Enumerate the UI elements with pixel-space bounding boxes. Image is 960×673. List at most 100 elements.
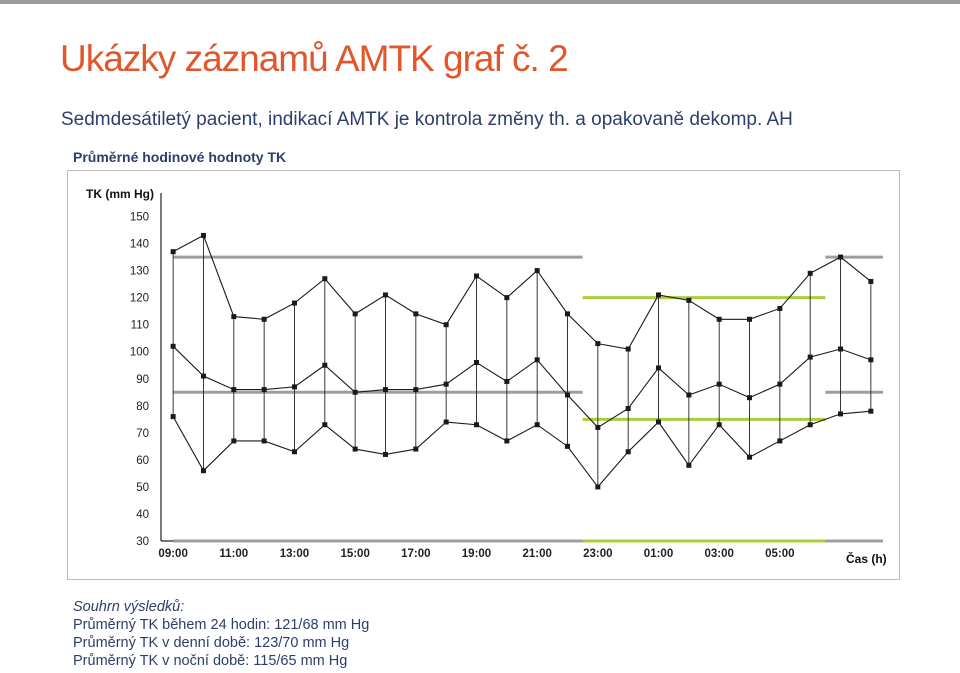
axes (160, 193, 883, 542)
reference-lines (173, 255, 883, 543)
data-point-mean (291, 384, 297, 390)
data-point-diastolic (231, 438, 237, 444)
x-axis-label: Čas (h) (846, 551, 887, 566)
bp-chart: TK (mm Hg) Čas (h) 150 140 130 120 110 100 90 8… (86, 187, 887, 566)
data-point-diastolic (838, 411, 844, 417)
data-point-diastolic (261, 438, 267, 444)
data-point-mean (322, 362, 328, 368)
data-point-diastolic (656, 419, 662, 425)
x-tick-label: 17:00 (401, 548, 430, 560)
y-tick-label: 70 (136, 428, 149, 440)
series-lines (172, 234, 872, 488)
data-point-systolic (747, 316, 753, 322)
data-point-systolic (807, 270, 813, 276)
data-point-diastolic (625, 449, 631, 455)
data-point-mean (170, 343, 176, 349)
y-tick-label: 90 (136, 374, 149, 386)
data-point-mean (868, 357, 874, 363)
summary-line-night: Průměrný TK v noční době: 115/65 mm Hg (73, 653, 348, 669)
series-line-systolic (172, 234, 872, 350)
data-point-systolic (565, 311, 571, 317)
chart-frame: TK (mm Hg) Čas (h) 150 140 130 120 110 100 90 8… (67, 170, 900, 580)
drop-lines (172, 235, 872, 487)
series-points (170, 232, 874, 490)
data-point-systolic (352, 311, 358, 317)
chart-label: Průměrné hodinové hodnoty TK (73, 149, 287, 165)
data-point-systolic (625, 346, 631, 352)
data-point-mean (413, 387, 419, 393)
data-point-mean (747, 395, 753, 401)
summary-line-day: Průměrný TK v denní době: 123/70 mm Hg (73, 635, 350, 651)
data-point-mean (656, 365, 662, 371)
series-line-mean (172, 345, 872, 429)
data-point-diastolic (382, 451, 388, 457)
y-tick-label: 140 (130, 239, 149, 251)
x-tick-label: 21:00 (522, 548, 551, 560)
data-point-mean (382, 387, 388, 393)
data-point-mean (504, 378, 510, 384)
data-point-diastolic (200, 468, 206, 474)
data-point-systolic (322, 276, 328, 282)
data-point-systolic (291, 300, 297, 306)
data-point-diastolic (595, 484, 601, 490)
y-tick-label: 130 (130, 266, 149, 278)
data-point-diastolic (534, 422, 540, 428)
data-point-systolic (595, 341, 601, 347)
data-point-diastolic (443, 419, 449, 425)
data-point-systolic (534, 268, 540, 274)
y-tick-labels: 150 140 130 120 110 100 90 80 70 60 50 40 30 (130, 212, 149, 548)
data-point-diastolic (686, 462, 692, 468)
data-point-diastolic (473, 422, 479, 428)
x-tick-label: 09:00 (158, 548, 187, 560)
x-tick-labels: 09:00 11:00 13:00 15:00 17:00 19:00 21:00 23:00… (158, 548, 794, 560)
data-point-diastolic (716, 422, 722, 428)
data-point-diastolic (565, 443, 571, 449)
data-point-diastolic (413, 446, 419, 452)
data-point-mean (473, 360, 479, 366)
y-tick-label: 110 (131, 320, 149, 332)
summary-heading: Souhrn výsledků: (73, 599, 185, 615)
data-point-mean (807, 354, 813, 360)
data-point-mean (838, 346, 844, 352)
y-tick-label: 30 (136, 536, 149, 548)
data-point-mean (443, 381, 449, 387)
series-line-diastolic (172, 410, 871, 488)
data-point-diastolic (777, 438, 783, 444)
x-tick-label: 01:00 (644, 548, 673, 560)
data-point-systolic (382, 292, 388, 298)
x-tick-label: 23:00 (583, 548, 612, 560)
y-tick-label: 80 (136, 401, 149, 413)
data-point-diastolic (170, 414, 176, 420)
data-point-systolic (504, 295, 510, 301)
data-point-diastolic (807, 422, 813, 428)
data-point-mean (231, 387, 237, 393)
data-point-mean (200, 373, 206, 379)
data-point-systolic (838, 254, 844, 260)
data-point-mean (534, 357, 540, 363)
x-tick-label: 05:00 (765, 548, 794, 560)
y-tick-label: 120 (130, 293, 149, 305)
slide-title: Ukázky záznamů AMTK graf č. 2 (60, 38, 569, 79)
data-point-systolic (686, 297, 692, 303)
data-point-systolic (777, 305, 783, 311)
y-tick-label: 40 (136, 509, 149, 521)
x-tick-label: 13:00 (280, 548, 309, 560)
results-summary: Souhrn výsledků: Průměrný TK během 24 ho… (73, 598, 369, 670)
data-point-diastolic (352, 446, 358, 452)
data-point-diastolic (747, 454, 753, 460)
data-point-mean (716, 381, 722, 387)
data-point-mean (595, 424, 601, 430)
data-point-systolic (231, 314, 237, 320)
y-tick-label: 150 (130, 212, 149, 224)
data-point-diastolic (322, 422, 328, 428)
x-tick-label: 11:00 (219, 548, 248, 560)
data-point-systolic (170, 249, 176, 255)
data-point-mean (565, 392, 571, 398)
data-point-mean (625, 406, 631, 412)
data-point-systolic (261, 316, 267, 322)
data-point-systolic (413, 311, 419, 317)
data-point-diastolic (291, 449, 297, 455)
data-point-mean (352, 389, 358, 395)
x-tick-label: 15:00 (340, 548, 369, 560)
y-tick-label: 50 (136, 482, 149, 494)
